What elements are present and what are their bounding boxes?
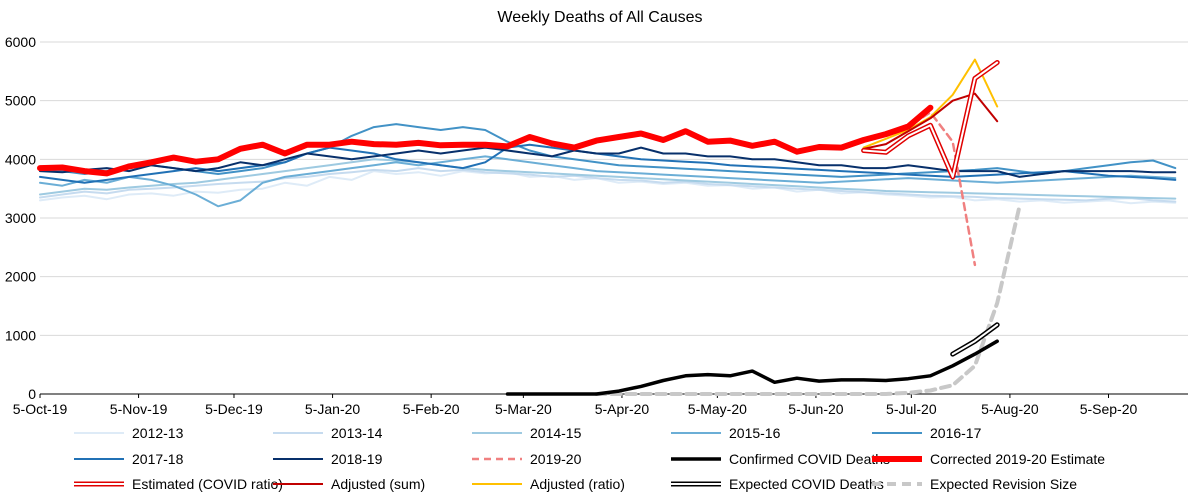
legend-label: 2015-16 <box>729 425 781 441</box>
series-2016-17 <box>39 123 1177 178</box>
series-2012-13 <box>39 170 1177 205</box>
legend-label: 2017-18 <box>132 451 184 467</box>
legend-item-2018-19: 2018-19 <box>273 451 383 467</box>
x-tick-label: 5-Mar-20 <box>495 401 552 417</box>
x-tick-label: 5-Jul-20 <box>886 401 937 417</box>
legend-item-2013-14: 2013-14 <box>273 425 383 441</box>
legend-label: 2013-14 <box>331 425 383 441</box>
y-tick-label: 3000 <box>5 210 36 226</box>
legend-item-2012-13: 2012-13 <box>74 425 184 441</box>
legend-item-2016-17: 2016-17 <box>872 425 982 441</box>
legend-label: 2012-13 <box>132 425 184 441</box>
series-line-2012-13 <box>39 170 1177 205</box>
series-expected-covid-deaths <box>950 322 1000 357</box>
series-corrected-2019-20-estimate <box>37 104 934 177</box>
series-expected-revision-size <box>594 204 1022 396</box>
legend-item-2014-15: 2014-15 <box>472 425 582 441</box>
legend-label: Confirmed COVID Deaths <box>729 451 890 467</box>
legend-item-expected-revision-size: Expected Revision Size <box>872 476 1077 492</box>
legend-label: Adjusted (ratio) <box>530 476 625 492</box>
y-tick-label: 2000 <box>5 269 36 285</box>
series-line-expected-covid-deaths <box>951 323 999 356</box>
x-tick-label: 5-Feb-20 <box>403 401 460 417</box>
y-tick-label: 6000 <box>5 34 36 50</box>
series-line-estimated-covid-ratio <box>862 61 999 178</box>
series-line-2016-17 <box>39 123 1177 178</box>
x-tick-label: 5-Apr-20 <box>595 401 650 417</box>
legend-label: 2018-19 <box>331 451 383 467</box>
legend-label: 2019-20 <box>530 451 582 467</box>
x-tick-label: 5-Dec-19 <box>205 401 263 417</box>
series-line-confirmed-covid-deaths <box>505 339 999 396</box>
series-line-corrected-2019-20-estimate <box>37 104 934 177</box>
legend-item-confirmed-covid-deaths: Confirmed COVID Deaths <box>671 451 890 467</box>
x-tick-label: 5-Sep-20 <box>1080 401 1138 417</box>
legend: 2012-13 2013-14 2014-15 2015-16 2016-17 2017-… <box>74 425 1105 492</box>
series-layer <box>37 58 1177 396</box>
series-line-adjusted-sum <box>862 92 999 150</box>
chart-title: Weekly Deaths of All Causes <box>497 9 702 26</box>
y-tick-label: 0 <box>28 386 36 402</box>
series-confirmed-covid-deaths <box>505 339 999 396</box>
series-line-2014-15 <box>39 158 1177 200</box>
x-tick-label: 5-Oct-19 <box>13 401 68 417</box>
y-tick-label: 1000 <box>5 327 36 343</box>
series-line-2017-18 <box>39 143 1177 184</box>
legend-item-adjusted-ratio: Adjusted (ratio) <box>472 476 625 492</box>
legend-label: 2016-17 <box>930 425 982 441</box>
series-2013-14 <box>39 167 1177 203</box>
legend-item-adjusted-sum: Adjusted (sum) <box>273 476 425 492</box>
legend-label: 2014-15 <box>530 425 582 441</box>
series-line-expected-revision-size <box>594 204 1022 396</box>
series-adjusted-sum <box>862 92 999 150</box>
series-line-2013-14 <box>39 167 1177 203</box>
x-tick-label: 5-May-20 <box>688 401 747 417</box>
series-2015-16 <box>39 155 1177 208</box>
grid-layer <box>40 41 1188 336</box>
x-tick-label: 5-Jan-20 <box>305 401 360 417</box>
y-tick-label: 5000 <box>5 93 36 109</box>
legend-item-corrected-2019-20-estimate: Corrected 2019-20 Estimate <box>872 451 1105 467</box>
legend-label: Expected COVID Deaths <box>729 476 884 492</box>
legend-label: Estimated (COVID ratio) <box>132 476 283 492</box>
series-line-2018-19 <box>39 146 1177 178</box>
series-2014-15 <box>39 158 1177 200</box>
legend-item-2015-16: 2015-16 <box>671 425 781 441</box>
axis-layer: 0 1000 2000 3000 4000 5000 6000 5-Oct-19 5-Nov-1… <box>5 34 1188 417</box>
legend-item-estimated-covid-ratio: Estimated (COVID ratio) <box>74 476 283 492</box>
legend-item-expected-covid-deaths: Expected COVID Deaths <box>671 476 884 492</box>
legend-label: Expected Revision Size <box>930 476 1077 492</box>
series-2018-19 <box>39 146 1177 178</box>
x-tick-label: 5-Jun-20 <box>788 401 843 417</box>
legend-item-2017-18: 2017-18 <box>74 451 184 467</box>
y-tick-label: 4000 <box>5 151 36 167</box>
legend-label: Corrected 2019-20 Estimate <box>930 451 1105 467</box>
series-estimated-covid-ratio <box>861 60 1000 180</box>
legend-item-2019-20: 2019-20 <box>472 451 582 467</box>
legend-label: Adjusted (sum) <box>331 476 425 492</box>
x-tick-label: 5-Nov-19 <box>110 401 168 417</box>
series-2017-18 <box>39 143 1177 184</box>
x-tick-label: 5-Aug-20 <box>981 401 1039 417</box>
series-line-2015-16 <box>39 155 1177 208</box>
